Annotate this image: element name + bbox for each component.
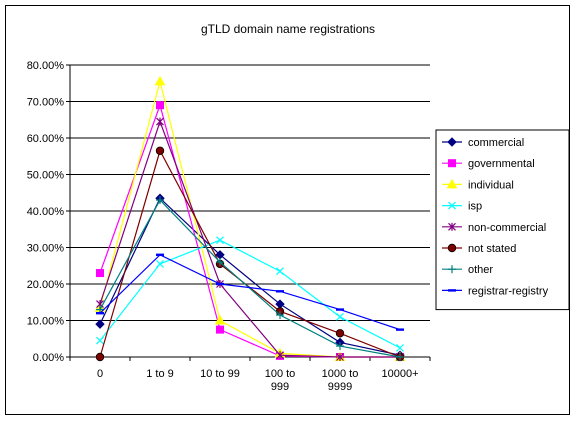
series-line (99, 239, 401, 349)
y-axis: 0.00% 10.00% 20.00% 30.00% 40.00% 50.00% 60.00… (27, 60, 71, 364)
legend-label: commercial (468, 137, 524, 149)
data-point (155, 146, 165, 155)
x-tick-label: 100 to 999 (265, 368, 296, 393)
legend: commercial governmental individual isp non-c… (435, 129, 570, 311)
data-point (276, 351, 284, 360)
series-registrar-registry (96, 253, 404, 331)
series-group (94, 75, 406, 362)
series-line (99, 199, 401, 358)
legend-item: commercial (442, 137, 524, 149)
legend-item: registrar-registry (442, 285, 549, 297)
x-tick-label: 1000 to 9999 (322, 368, 359, 393)
chart-svg: gTLD domain name registrations 0.00% 10.0… (27, 22, 570, 393)
data-point (336, 308, 344, 311)
data-point (276, 267, 284, 276)
data-point (96, 312, 104, 315)
data-point (276, 290, 284, 293)
legend-label: registrar-registry (468, 285, 549, 297)
data-point (96, 336, 104, 345)
legend-label: individual (468, 179, 514, 191)
x-tick-label: 0 (97, 368, 103, 380)
legend-item: not stated (442, 243, 516, 255)
y-tick-label: 80.00% (27, 60, 65, 72)
data-point (216, 282, 224, 286)
data-point (214, 314, 226, 325)
x-axis: 0 1 to 9 10 to 99 100 to 999 1000 to 9999 10000… (69, 356, 431, 393)
data-point (335, 329, 345, 338)
data-point (396, 328, 404, 331)
data-point (216, 236, 224, 245)
legend-label: other (468, 264, 493, 276)
legend-item: governmental (442, 158, 535, 170)
legend-marker (448, 222, 456, 231)
series-isp (96, 236, 404, 352)
data-point (336, 353, 344, 361)
series-line (99, 254, 401, 331)
data-point (154, 75, 166, 86)
x-tick-label: 10 to 99 (200, 368, 240, 380)
data-point (156, 117, 164, 126)
data-point (156, 196, 164, 205)
y-tick-label: 60.00% (27, 133, 65, 145)
legend-marker (448, 289, 456, 292)
series-other (96, 196, 404, 361)
legend-marker (448, 159, 456, 168)
legend-marker (446, 178, 458, 189)
legend-marker (447, 137, 457, 147)
legend-label: governmental (468, 158, 535, 170)
data-point (156, 101, 164, 110)
x-tick-label: 10000+ (381, 368, 418, 380)
data-point (216, 325, 224, 334)
data-point (396, 343, 404, 352)
data-point (156, 253, 164, 256)
legend-item: non-commercial (442, 222, 546, 234)
series-line (99, 119, 400, 358)
y-tick-label: 30.00% (27, 243, 65, 255)
legend-item: individual (442, 178, 514, 191)
data-point (216, 258, 224, 267)
data-point (96, 269, 104, 278)
data-point (95, 319, 105, 329)
legend-item: isp (442, 201, 482, 213)
y-tick-label: 70.00% (27, 97, 65, 109)
y-tick-label: 0.00% (33, 352, 64, 364)
y-tick-label: 10.00% (27, 316, 65, 328)
x-tick-label: 1 to 9 (146, 368, 174, 380)
data-point (336, 312, 344, 321)
chart-frame: gTLD domain name registrations 0.00% 10.0… (5, 5, 570, 415)
legend-marker (447, 243, 457, 253)
data-point (156, 260, 164, 268)
data-point (95, 352, 105, 362)
chart-title: gTLD domain name registrations (201, 22, 375, 36)
legend-item: other (442, 264, 493, 276)
data-point (276, 311, 284, 320)
data-point (336, 342, 344, 351)
legend-label: isp (468, 201, 482, 213)
legend-box (435, 129, 570, 311)
y-tick-label: 20.00% (27, 279, 65, 291)
data-point (396, 353, 404, 361)
legend-marker (448, 265, 456, 274)
y-tick-label: 40.00% (27, 206, 65, 218)
legend-marker (448, 201, 456, 210)
legend-label: non-commercial (468, 222, 546, 234)
y-tick-label: 50.00% (27, 170, 65, 182)
legend-label: not stated (468, 243, 516, 255)
